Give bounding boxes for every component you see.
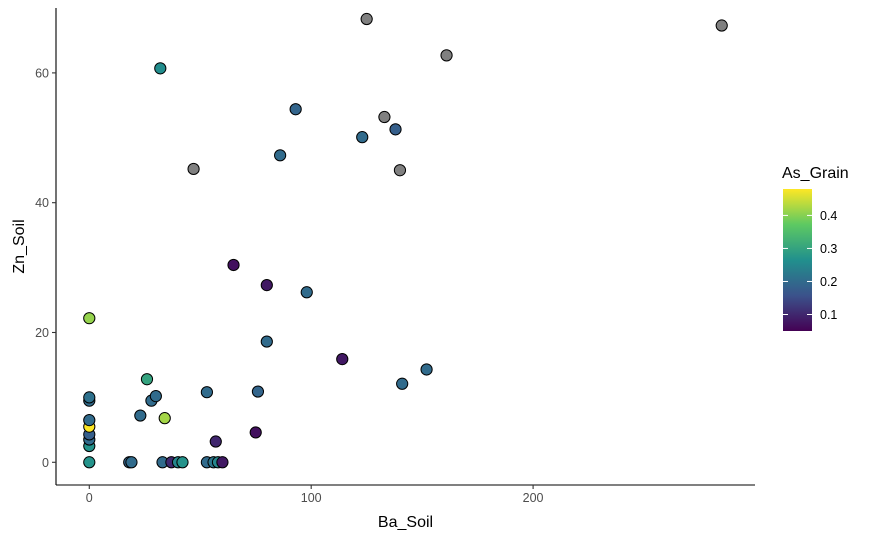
points-layer: [83, 12, 728, 469]
data-point: [140, 373, 154, 386]
y-axis-title: Zn_Soil: [11, 219, 28, 273]
data-point: [389, 123, 402, 136]
x-tick-label: 100: [301, 491, 322, 505]
y-tick-label: 60: [35, 66, 49, 80]
data-point: [260, 335, 273, 348]
data-point: [176, 456, 189, 469]
data-point: [216, 456, 229, 469]
data-point: [154, 62, 167, 75]
x-axis-title: Ba_Soil: [378, 514, 433, 531]
data-point: [251, 385, 265, 398]
data-point: [260, 279, 273, 292]
colorbar-tick-label: 0.3: [820, 242, 837, 256]
x-tick-label: 0: [86, 491, 93, 505]
data-point: [83, 414, 96, 427]
colorbar-gradient: [783, 189, 812, 331]
plot-panel: 0 100 200 0 20 40 60: [35, 8, 755, 505]
data-point: [356, 131, 369, 144]
data-point: [393, 164, 407, 177]
data-point: [440, 49, 453, 62]
x-tick-label: 200: [523, 491, 544, 505]
data-point: [187, 162, 200, 176]
colorbar-tick-label: 0.1: [820, 308, 837, 322]
data-point: [396, 377, 409, 390]
colorbar-legend: As_Grain 0.1 0.2 0.3 0.4: [782, 165, 849, 331]
data-point: [360, 12, 373, 26]
data-point: [83, 456, 96, 469]
y-axis-ticks: 0 20 40 60: [35, 66, 56, 470]
data-point: [149, 389, 162, 403]
data-point: [83, 312, 96, 325]
colorbar-tick-label: 0.2: [820, 275, 837, 289]
colorbar-tick-label: 0.4: [820, 209, 837, 223]
colorbar-title: As_Grain: [782, 165, 849, 182]
data-point: [227, 258, 240, 272]
data-point: [209, 435, 222, 448]
data-point: [249, 426, 262, 439]
data-point: [336, 352, 349, 366]
data-point: [158, 412, 171, 425]
colorbar-ticks: 0.1 0.2 0.3 0.4: [783, 209, 837, 322]
data-point: [125, 456, 138, 469]
y-tick-label: 20: [35, 326, 49, 340]
x-axis-ticks: 0 100 200: [86, 485, 544, 505]
data-point: [715, 19, 728, 32]
data-point: [200, 386, 213, 399]
y-tick-label: 40: [35, 196, 49, 210]
data-point: [420, 363, 433, 376]
y-tick-label: 0: [42, 456, 49, 470]
data-point: [83, 391, 96, 404]
data-point: [134, 409, 147, 422]
data-point: [378, 110, 391, 124]
data-point: [274, 149, 287, 162]
data-point: [289, 103, 302, 116]
data-point: [300, 286, 313, 299]
